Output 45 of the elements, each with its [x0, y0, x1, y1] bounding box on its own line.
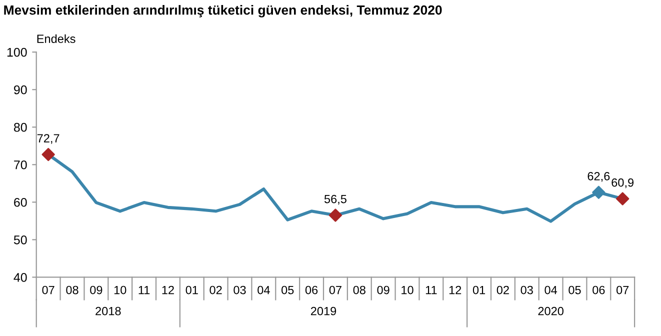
y-tick-label: 40 — [14, 273, 27, 282]
y-axis-title: Endeks — [37, 34, 76, 43]
x-tick-label: 09 — [90, 286, 102, 294]
data-label: 60,9 — [612, 178, 634, 188]
x-tick-label: 02 — [210, 286, 222, 294]
point — [328, 208, 342, 222]
x-tick-label: 03 — [234, 286, 246, 294]
data-label: 56,5 — [324, 194, 346, 205]
text: 2019 — [310, 306, 336, 316]
x-tick-label: 02 — [496, 286, 509, 294]
x-tick-label: 10 — [114, 286, 126, 294]
chart-title: Mevsim etkilerinden arındırılmış tüketici güven endeksi, Temmuz 2020 — [4, 5, 442, 18]
x-tick-label: 05 — [568, 286, 581, 294]
y-tick-label: 70 — [14, 160, 27, 170]
x-tick-label: 05 — [281, 286, 294, 294]
x-tick-label: 04 — [258, 286, 270, 294]
data-label: 72,7 — [37, 134, 60, 144]
x-tick-label: 04 — [544, 286, 558, 294]
x-tick-label: 01 — [472, 286, 486, 294]
point — [616, 192, 630, 206]
y-tick-label: 60 — [14, 198, 27, 207]
x-tick-label: 09 — [377, 286, 390, 294]
text: 2020 — [538, 306, 564, 316]
x-tick-label: 03 — [520, 286, 533, 294]
y-tick-label: 80 — [14, 122, 27, 132]
x-tick-label: 01 — [186, 286, 198, 294]
x-tick-label: 08 — [353, 286, 366, 294]
x-tick-label: 08 — [66, 286, 78, 294]
x-tick-label: 11 — [138, 286, 150, 294]
x-tick-label: 07 — [42, 286, 54, 294]
y-tick-label: 100 — [7, 48, 27, 57]
point — [42, 148, 55, 162]
x-tick-label: 06 — [305, 286, 318, 294]
y-tick-label: 50 — [14, 235, 27, 244]
x-tick-label: 07 — [616, 286, 629, 294]
point — [592, 186, 606, 199]
x-tick-label: 12 — [162, 286, 174, 294]
x-tick-label: 06 — [592, 286, 605, 294]
x-tick-label: 07 — [329, 286, 342, 294]
x-tick-label: 10 — [402, 286, 414, 294]
y-tick-label: 90 — [14, 85, 27, 94]
x-tick-label: 11 — [426, 286, 437, 294]
text: 2018 — [96, 306, 121, 316]
x-tick-label: 12 — [449, 286, 462, 294]
data-label: 62,6 — [588, 172, 610, 182]
